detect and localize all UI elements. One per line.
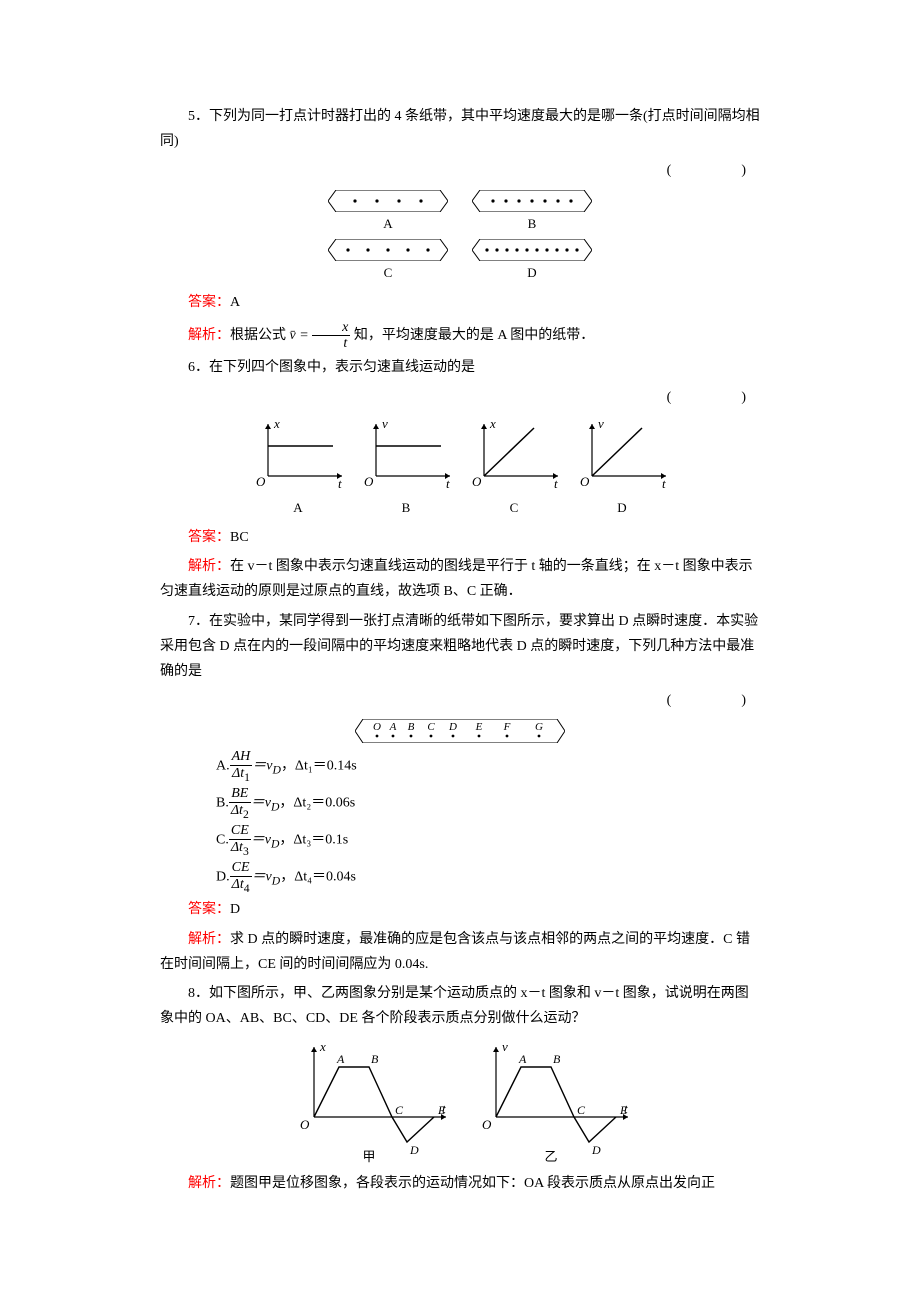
tape-C — [328, 239, 448, 261]
svg-text:B: B — [553, 1052, 561, 1066]
svg-text:D: D — [448, 721, 457, 733]
svg-text:C: C — [577, 1103, 586, 1117]
q5-num: x — [312, 320, 350, 336]
answer-label: 答案： — [188, 902, 230, 917]
q6-graph-A: x t O — [248, 416, 348, 496]
q5-expl-before: 根据公式 — [230, 328, 290, 343]
q7-expl: 解析：求 D 点的瞬时速度，最准确的应是包含该点与该点相邻的两点之间的平均速度．… — [160, 927, 760, 977]
q5-answer: 答案：A — [160, 290, 760, 315]
svg-text:D: D — [591, 1143, 601, 1157]
svg-text:D: D — [409, 1143, 419, 1157]
q5-tapes-figure: A B C D — [160, 190, 760, 285]
svg-text:B: B — [408, 721, 415, 733]
graph-label: D — [572, 496, 672, 519]
q7-expl-text: 求 D 点的瞬时速度，最准确的应是包含该点与该点相邻的两点之间的平均速度．C 错… — [160, 932, 750, 972]
expl-label: 解析： — [188, 1176, 230, 1191]
tape-label: B — [472, 212, 592, 235]
svg-text:O: O — [364, 474, 374, 489]
svg-text:x: x — [319, 1039, 326, 1054]
svg-text:O: O — [472, 474, 482, 489]
tape-A — [328, 190, 448, 212]
q7-option: A.AHΔt1＝vD，Δt₁＝0.14s — [216, 749, 760, 784]
answer-label: 答案： — [188, 295, 230, 310]
svg-text:x: x — [273, 416, 280, 431]
svg-text:v: v — [382, 416, 388, 431]
svg-text:x: x — [489, 416, 496, 431]
q6-expl: 解析：在 v－t 图象中表示匀速直线运动的图线是平行于 t 轴的一条直线；在 x… — [160, 554, 760, 604]
q5-expl-after: 知，平均速度最大的是 A 图中的纸带． — [350, 328, 594, 343]
tape-label: D — [472, 261, 592, 284]
q8-expl: 解析：题图甲是位移图象，各段表示的运动情况如下：OA 段表示质点从原点出发向正 — [160, 1171, 760, 1196]
svg-text:t: t — [338, 476, 342, 491]
q6-expl-text: 在 v－t 图象中表示匀速直线运动的图线是平行于 t 轴的一条直线；在 x－t … — [160, 559, 753, 599]
svg-text:v: v — [502, 1039, 508, 1054]
svg-text:A: A — [518, 1052, 527, 1066]
svg-text:C: C — [395, 1103, 404, 1117]
q7-strip: OABC D E F G — [160, 719, 760, 743]
svg-text:O: O — [300, 1117, 310, 1132]
svg-text:B: B — [371, 1052, 379, 1066]
svg-text:v: v — [598, 416, 604, 431]
q8-text: 8．如下图所示，甲、乙两图象分别是某个运动质点的 x－t 图象和 v－t 图象，… — [160, 981, 760, 1031]
q7-tape: OABC D E F G — [355, 719, 565, 743]
svg-text:t: t — [554, 476, 558, 491]
q5-paren: ( ) — [667, 158, 760, 183]
q7-text: 7．在实验中，某同学得到一张打点清晰的纸带如下图所示，要求算出 D 点瞬时速度．… — [160, 609, 760, 685]
tape-B — [472, 190, 592, 212]
q7-options: A.AHΔt1＝vD，Δt₁＝0.14sB.BEΔt2＝vD，Δt₂＝0.06s… — [216, 749, 760, 895]
q7-option: C.CEΔt3＝vD，Δt₃＝0.1s — [216, 823, 760, 858]
q5-expl: 解析：根据公式 v̄ = xt 知，平均速度最大的是 A 图中的纸带． — [160, 320, 760, 352]
answer-label: 答案： — [188, 530, 230, 545]
q7-answer-value: D — [230, 902, 240, 917]
q5-answer-value: A — [230, 295, 240, 310]
q6-graph-B: v t O — [356, 416, 456, 496]
graph-label: C — [464, 496, 564, 519]
q7-option: B.BEΔt2＝vD，Δt₂＝0.06s — [216, 786, 760, 821]
q8-graph-甲: x t O ABCDE 甲 — [284, 1037, 454, 1165]
q5-den: t — [312, 336, 350, 351]
svg-text:O: O — [373, 721, 381, 733]
q5-text: 5．下列为同一打点计时器打出的 4 条纸带，其中平均速度最大的是哪一条(打点时间… — [160, 104, 760, 154]
expl-label: 解析： — [188, 932, 230, 947]
graph-label: B — [356, 496, 456, 519]
q6-graph-D: v t O — [572, 416, 672, 496]
q6-answer-value: BC — [230, 530, 249, 545]
svg-text:A: A — [336, 1052, 345, 1066]
tape-label: C — [328, 261, 448, 284]
tape-D — [472, 239, 592, 261]
q7-answer: 答案：D — [160, 897, 760, 922]
expl-label: 解析： — [188, 559, 230, 574]
tape-label: A — [328, 212, 448, 235]
q8-graphs: x t O ABCDE 甲 v t O ABCDE 乙 — [160, 1037, 760, 1165]
svg-text:C: C — [427, 721, 435, 733]
q6-graph-C: x t O — [464, 416, 564, 496]
svg-text:t: t — [446, 476, 450, 491]
svg-text:F: F — [503, 721, 511, 733]
svg-text:O: O — [482, 1117, 492, 1132]
svg-text:E: E — [619, 1103, 628, 1117]
q5-formula: v̄ = xt — [290, 328, 351, 343]
q5-formula-lhs: v̄ = — [290, 328, 313, 343]
q6-text: 6．在下列四个图象中，表示匀速直线运动的是 — [160, 355, 760, 380]
svg-text:乙: 乙 — [544, 1149, 557, 1164]
q8-expl-text: 题图甲是位移图象，各段表示的运动情况如下：OA 段表示质点从原点出发向正 — [230, 1176, 715, 1191]
svg-text:O: O — [580, 474, 590, 489]
svg-text:甲: 甲 — [362, 1149, 375, 1164]
svg-text:t: t — [662, 476, 666, 491]
expl-label: 解析： — [188, 328, 230, 343]
svg-text:G: G — [535, 721, 543, 733]
q7-paren: ( ) — [667, 688, 760, 713]
svg-text:E: E — [475, 721, 483, 733]
svg-text:O: O — [256, 474, 266, 489]
graph-label: A — [248, 496, 348, 519]
q6-answer: 答案：BC — [160, 525, 760, 550]
svg-text:A: A — [389, 721, 397, 733]
svg-text:E: E — [437, 1103, 446, 1117]
q7-option: D.CEΔt4＝vD，Δt₄＝0.04s — [216, 860, 760, 895]
q6-graphs: x t O A v t O B x t O C v t O — [160, 416, 760, 519]
q8-graph-乙: v t O ABCDE 乙 — [466, 1037, 636, 1165]
q6-paren: ( ) — [667, 385, 760, 410]
